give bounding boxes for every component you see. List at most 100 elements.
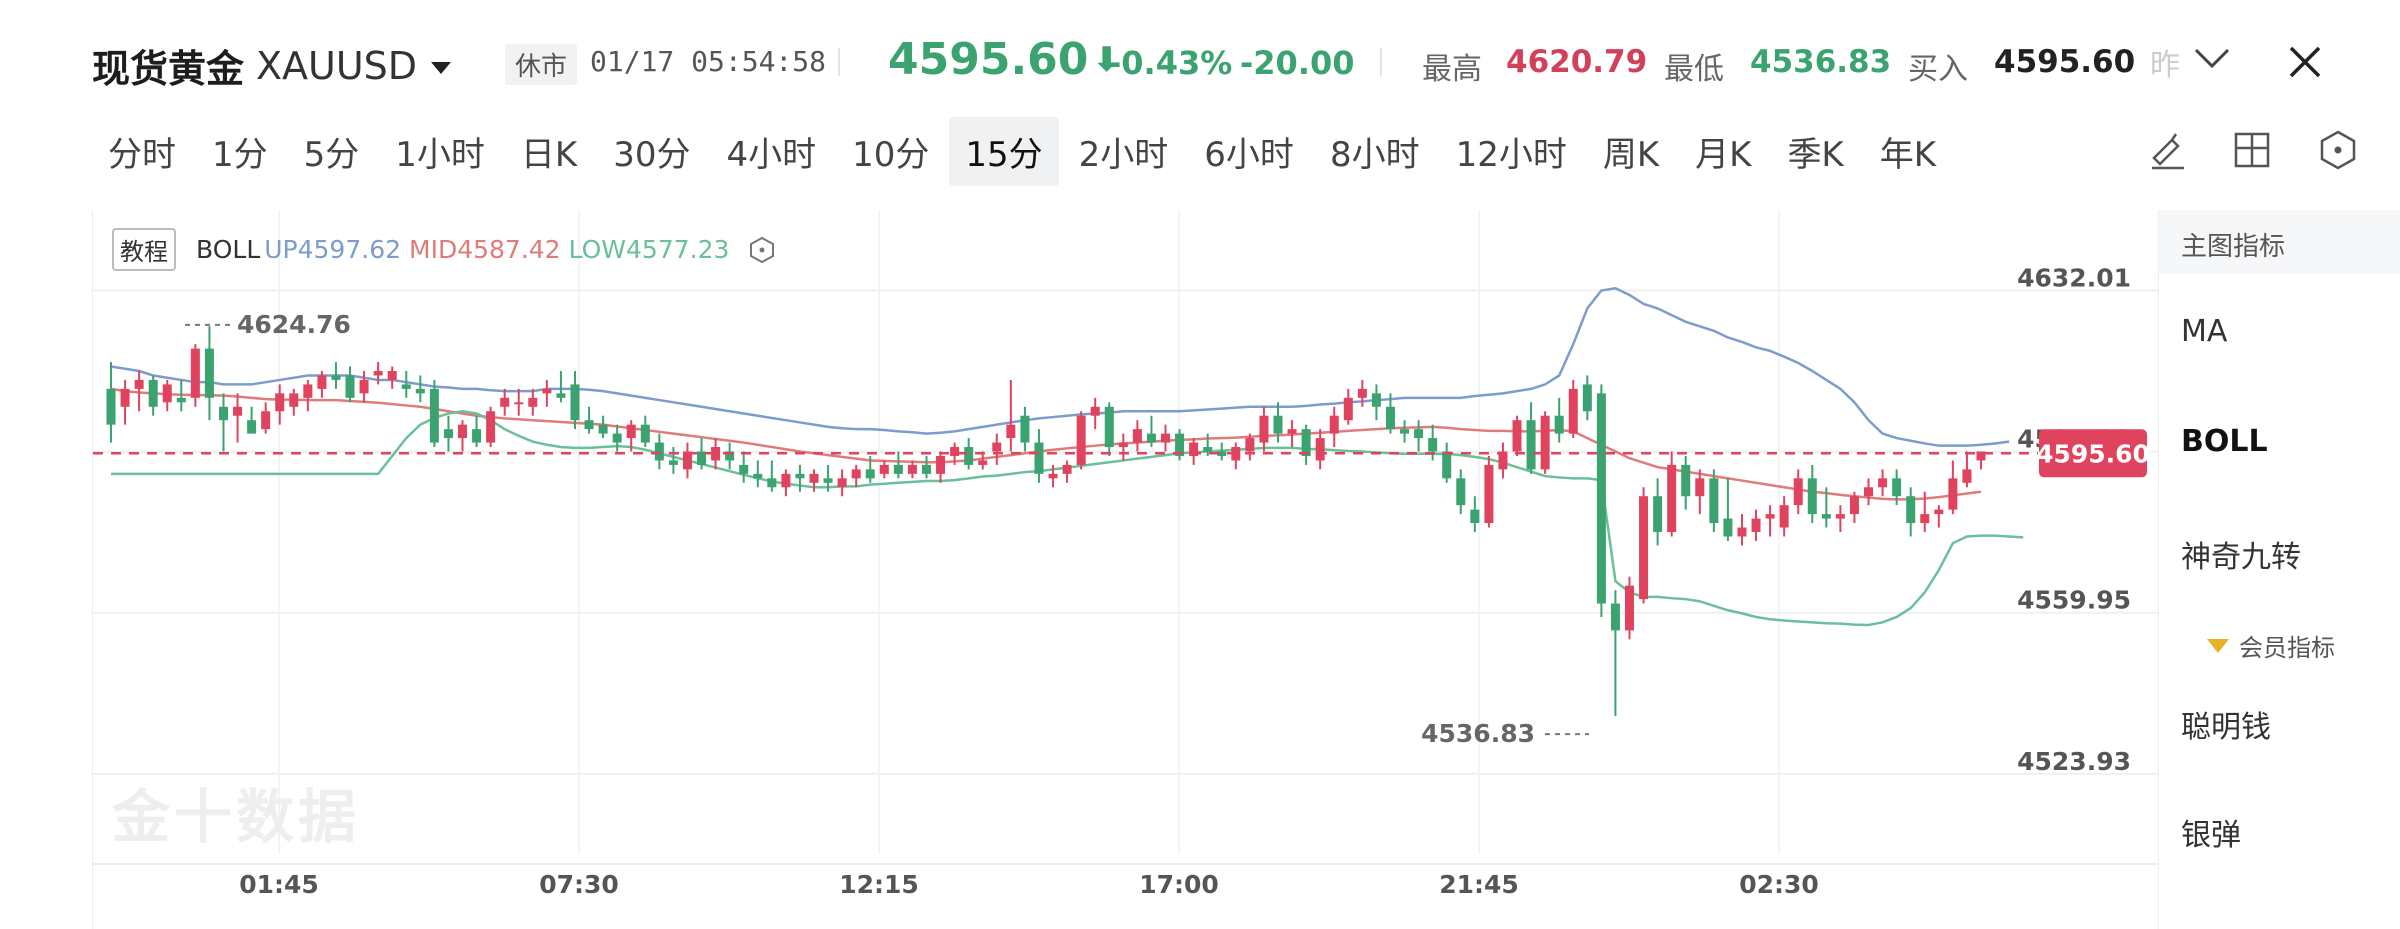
indicator-silver-bullet[interactable]: 银弹 — [2181, 818, 2241, 853]
price-tag — [2039, 429, 2147, 478]
candle-body — [1146, 433, 1156, 443]
interval-tab[interactable]: 12小时 — [1455, 134, 1567, 175]
candle-body — [823, 478, 833, 483]
interval-tab[interactable]: 15分 — [949, 116, 1059, 186]
change-percent: -0.43% — [1108, 44, 1233, 82]
y-tick-label: 4523.93 — [2017, 747, 2131, 776]
layout-grid-icon[interactable] — [2230, 128, 2274, 172]
candle-body — [1175, 433, 1185, 456]
indicator-panel: 主图指标 MA BOLL 神奇九转 会员指标 聪明钱 银弹 — [2158, 210, 2400, 929]
candle-body — [162, 384, 172, 403]
candle-body — [1610, 603, 1620, 631]
candle-body — [1470, 509, 1480, 524]
candle-body — [542, 388, 552, 394]
interval-tab[interactable]: 30分 — [613, 134, 691, 175]
candle-body — [1217, 451, 1227, 456]
candle-body — [893, 464, 903, 474]
candle-body — [1596, 393, 1606, 604]
interval-tab[interactable]: 8小时 — [1329, 134, 1420, 175]
candle-body — [443, 429, 453, 439]
indicator-smart-money[interactable]: 聪明钱 — [2181, 710, 2271, 745]
indicator-settings-icon[interactable] — [747, 235, 777, 265]
candle-body — [120, 388, 130, 407]
candle-body — [204, 348, 214, 398]
market-status-badge: 休市 — [505, 44, 578, 85]
candlestick-chart[interactable]: 4632.014595.984559.954523.934595.6001:45… — [93, 210, 2159, 929]
close-icon[interactable] — [2285, 42, 2325, 82]
interval-tab[interactable]: 4小时 — [726, 134, 817, 175]
candle-body — [570, 384, 580, 421]
candle-body — [233, 406, 243, 416]
interval-tab[interactable]: 6小时 — [1204, 134, 1294, 175]
candle-body — [275, 393, 285, 412]
interval-tab[interactable]: 5分 — [303, 134, 360, 175]
candle-body — [514, 402, 524, 405]
candle-body — [753, 473, 763, 479]
legend-boll-name: BOLL — [196, 235, 261, 264]
candle-body — [767, 478, 777, 488]
indicator-magic-nine[interactable]: 神奇九转 — [2181, 540, 2301, 575]
draw-tool-icon[interactable] — [2146, 128, 2190, 172]
vip-indicators-header: 会员指标 — [2207, 628, 2335, 663]
interval-tab[interactable]: 年K — [1879, 134, 1937, 175]
candle-body — [640, 424, 650, 443]
candle-body — [1203, 447, 1213, 452]
candle-body — [626, 424, 636, 439]
interval-tab[interactable]: 季K — [1787, 134, 1844, 175]
candle-body — [654, 442, 664, 461]
settings-hexagon-icon[interactable] — [2316, 128, 2360, 172]
candle-body — [486, 411, 496, 443]
candle-body — [1414, 429, 1424, 439]
candle-body — [1006, 424, 1016, 439]
interval-tab[interactable]: 分时 — [108, 134, 176, 175]
indicator-boll[interactable]: BOLL — [2181, 424, 2268, 459]
candle-body — [1779, 505, 1789, 528]
candle-body — [1639, 496, 1649, 600]
tutorial-button[interactable]: 教程 — [112, 228, 176, 271]
last-price-value: 4595.60 — [888, 34, 1089, 85]
buy-label: 买入 — [1908, 52, 1968, 87]
candle-body — [682, 451, 692, 470]
candle-body — [584, 420, 594, 430]
interval-tab[interactable]: 1分 — [212, 134, 268, 175]
candle-body — [1343, 397, 1353, 421]
interval-tab[interactable]: 月K — [1695, 134, 1752, 175]
interval-tab[interactable]: 周K — [1602, 134, 1660, 175]
candle-body — [1624, 585, 1634, 631]
candle-body — [612, 433, 622, 443]
interval-tab[interactable]: 10分 — [852, 134, 930, 175]
candle-body — [879, 464, 889, 474]
interval-tab[interactable]: 1小时 — [395, 134, 485, 175]
candle-body — [1681, 464, 1691, 497]
high-value: 4620.79 — [1506, 44, 1648, 80]
change-absolute: -20.00 — [1240, 44, 1355, 82]
candle-body — [795, 473, 805, 479]
candle-body — [1920, 514, 1930, 524]
candle-body — [1315, 438, 1325, 461]
candle-body — [345, 375, 355, 398]
candle-body — [458, 424, 468, 439]
interval-tab[interactable]: 2小时 — [1078, 134, 1169, 175]
interval-tab[interactable]: 日K — [520, 134, 578, 175]
candle-body — [556, 393, 566, 398]
candle-body — [739, 464, 749, 474]
interval-tabs: 分时 1分 5分 1小时 日K 30分 4小时 10分 15分 2小时 6小时 8小时 12小时 周K 月K… — [92, 115, 1956, 187]
candle-body — [1456, 478, 1466, 506]
candle-body — [289, 393, 299, 407]
candle-body — [1568, 388, 1578, 434]
last-price: 4595.60 ⬇ — [888, 34, 1121, 85]
indicator-ma[interactable]: MA — [2181, 314, 2228, 349]
chart-area[interactable]: 4632.014595.984559.954523.934595.6001:45… — [92, 210, 2159, 929]
candle-body — [106, 388, 116, 425]
candle-body — [1245, 438, 1255, 452]
caret-down-icon[interactable] — [431, 61, 452, 74]
candle-body — [1751, 518, 1761, 532]
candle-body — [1385, 406, 1395, 430]
chevron-down-icon[interactable] — [2192, 44, 2232, 74]
candle-body — [1400, 429, 1410, 434]
candle-body — [331, 375, 341, 380]
candle-body — [1048, 473, 1058, 479]
candle-body — [978, 460, 988, 465]
instrument-title[interactable]: 现货黄金 XAUUSD — [92, 38, 452, 93]
candle-body — [387, 371, 397, 380]
